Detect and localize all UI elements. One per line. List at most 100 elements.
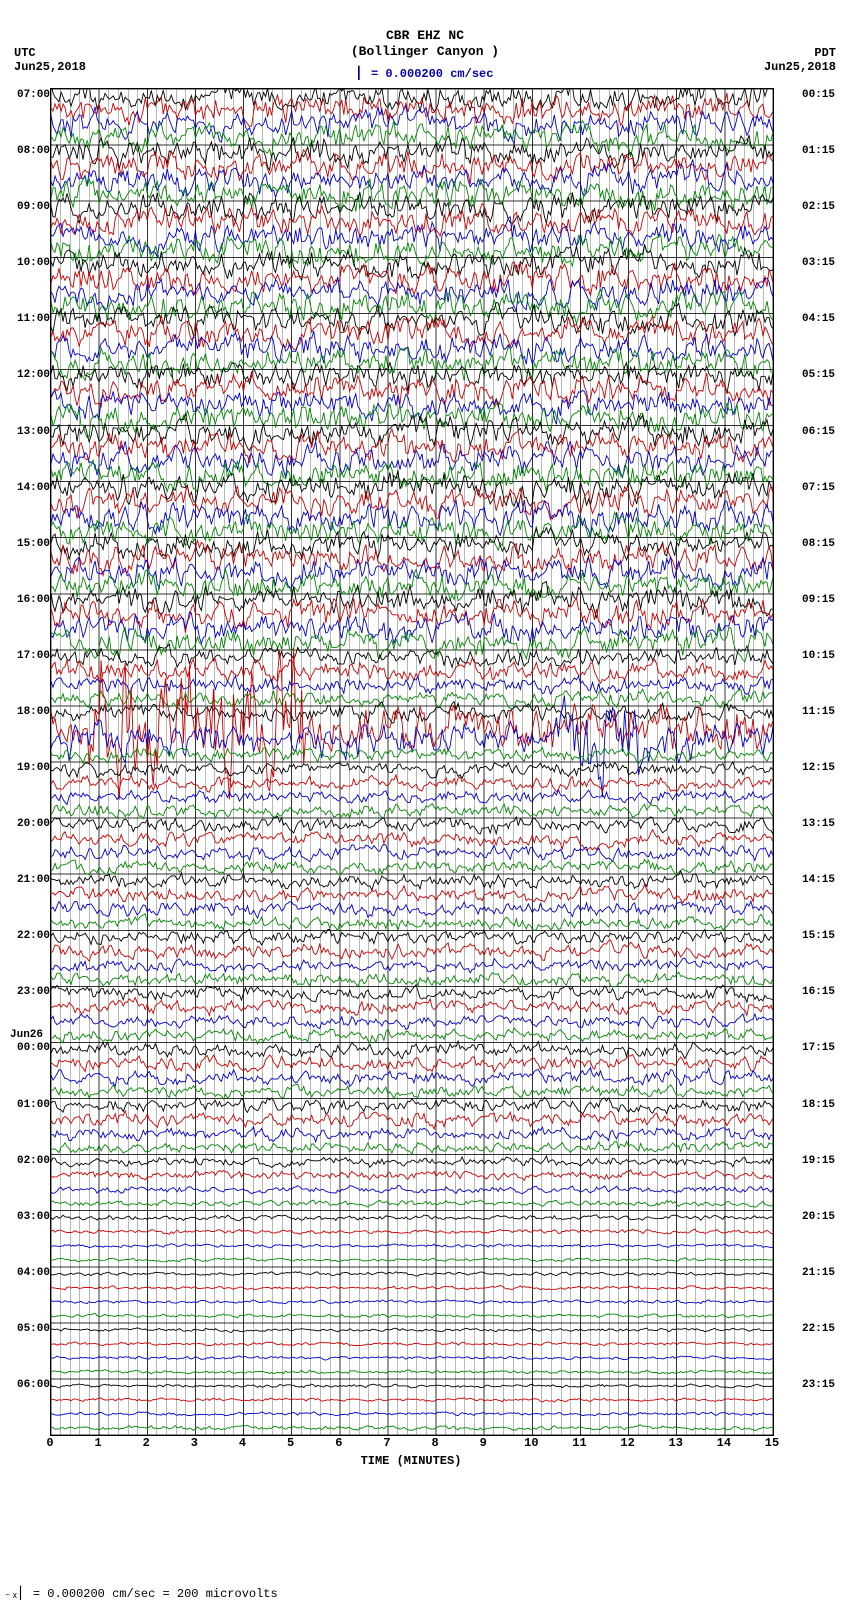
seismic-trace (51, 1170, 773, 1181)
pdt-hour-label: 15:15 (802, 930, 842, 942)
utc-hour-label: 17:00 (10, 650, 50, 662)
pdt-hour-label: 16:15 (802, 986, 842, 998)
seismic-trace (51, 1300, 773, 1304)
utc-hour-label: 02:00 (10, 1155, 50, 1167)
seismic-trace (51, 135, 773, 170)
utc-hour-label: 09:00 (10, 201, 50, 213)
x-tick-label: 2 (143, 1436, 150, 1450)
utc-hour-label: 04:00 (10, 1267, 50, 1279)
seismic-trace (51, 1111, 773, 1129)
seismic-trace (51, 1014, 773, 1030)
seismic-trace (51, 556, 773, 588)
scale-indicator: ⎢ = 0.000200 cm/sec (0, 66, 850, 81)
seismic-trace (51, 1215, 773, 1221)
pdt-hour-label: 08:15 (802, 538, 842, 550)
seismic-trace (51, 676, 773, 695)
seismic-trace (51, 958, 773, 973)
seismic-trace (51, 900, 773, 918)
seismic-trace (51, 1229, 773, 1234)
seismic-trace (51, 500, 773, 537)
pdt-hour-label: 03:15 (802, 257, 842, 269)
x-tick-label: 0 (46, 1436, 53, 1450)
pdt-hour-label: 20:15 (802, 1211, 842, 1223)
pdt-hour-label: 07:15 (802, 482, 842, 494)
x-tick-label: 13 (669, 1436, 683, 1450)
pdt-hour-label: 17:15 (802, 1042, 842, 1054)
pdt-hour-label: 00:15 (802, 89, 842, 101)
pdt-hour-label: 06:15 (802, 426, 842, 438)
seismic-trace (51, 790, 773, 805)
seismic-trace (51, 914, 773, 931)
seismic-trace (51, 177, 773, 211)
seismic-trace (51, 486, 773, 521)
pdt-hour-label: 23:15 (802, 1379, 842, 1391)
seismic-trace (51, 598, 773, 633)
pdt-hour-label: 09:15 (802, 594, 842, 606)
seismic-trace (51, 929, 773, 945)
scale-text: = 0.000200 cm/sec (371, 67, 493, 81)
x-tick-label: 7 (383, 1436, 390, 1450)
seismic-trace (51, 1258, 773, 1262)
pdt-hour-label: 05:15 (802, 369, 842, 381)
tz-left-label: UTC (14, 46, 36, 60)
station-location: (Bollinger Canyon ) (0, 44, 850, 60)
x-tick-label: 9 (480, 1436, 487, 1450)
utc-hour-label: 01:00 (10, 1099, 50, 1111)
pdt-hour-label: 10:15 (802, 650, 842, 662)
seismic-trace (51, 1055, 773, 1073)
utc-hour-label: 06:00 (10, 1379, 50, 1391)
seismic-trace (51, 1156, 773, 1167)
seismic-trace (51, 1097, 773, 1114)
scale-tick-icon: ⎢ (357, 67, 364, 81)
utc-hour-label: 20:00 (10, 818, 50, 830)
utc-hour-label: 08:00 (10, 145, 50, 157)
seismic-trace (51, 972, 773, 987)
pdt-hour-label: 02:15 (802, 201, 842, 213)
x-tick-label: 8 (431, 1436, 438, 1450)
x-axis-title: TIME (MINUTES) (50, 1454, 772, 1468)
seismic-trace (51, 1425, 773, 1431)
footer-tick-icon: ₋ₓ⎢ (4, 1587, 33, 1601)
timezone-right: PDT Jun25,2018 (764, 46, 836, 74)
pdt-hour-label: 21:15 (802, 1267, 842, 1279)
utc-hour-label: 11:00 (10, 313, 50, 325)
seismic-trace (51, 1068, 773, 1087)
pdt-hour-label: 19:15 (802, 1155, 842, 1167)
seismic-trace (51, 1084, 773, 1099)
seismic-trace (51, 940, 773, 961)
seismic-trace (51, 1200, 773, 1207)
pdt-hour-label: 18:15 (802, 1099, 842, 1111)
x-tick-label: 10 (524, 1436, 538, 1450)
utc-hour-label: 05:00 (10, 1323, 50, 1335)
x-tick-label: 11 (572, 1436, 586, 1450)
utc-hour-label: 18:00 (10, 706, 50, 718)
utc-hour-label: 23:00 (10, 986, 50, 998)
seismic-trace (51, 1127, 773, 1142)
utc-hour-label: 03:00 (10, 1211, 50, 1223)
seismogram-plot (50, 88, 774, 1436)
utc-hour-label: 10:00 (10, 257, 50, 269)
seismic-trace (51, 1313, 773, 1317)
seismic-trace (51, 1028, 773, 1044)
pdt-hour-label: 12:15 (802, 762, 842, 774)
utc-hour-label: 21:00 (10, 874, 50, 886)
seismic-trace (51, 998, 773, 1016)
tz-left-date: Jun25,2018 (14, 60, 86, 74)
seismic-trace (51, 1398, 773, 1403)
utc-hour-label: 13:00 (10, 426, 50, 438)
utc-hour-label: 07:00 (10, 89, 50, 101)
seismic-trace (51, 985, 773, 1002)
seismic-trace (51, 830, 773, 851)
utc-hour-label: 15:00 (10, 538, 50, 550)
x-tick-label: 15 (765, 1436, 779, 1450)
seismic-trace (51, 1286, 773, 1290)
station-code: CBR EHZ NC (0, 28, 850, 44)
seismic-trace (51, 804, 773, 819)
seismic-trace (51, 1041, 773, 1059)
seismogram-page: CBR EHZ NC (Bollinger Canyon ) ⎢ = 0.000… (0, 0, 850, 1613)
title-block: CBR EHZ NC (Bollinger Canyon ) ⎢ = 0.000… (0, 28, 850, 81)
pdt-hour-label: 22:15 (802, 1323, 842, 1335)
x-tick-label: 12 (620, 1436, 634, 1450)
seismic-trace (51, 1272, 773, 1276)
utc-hour-label: 16:00 (10, 594, 50, 606)
